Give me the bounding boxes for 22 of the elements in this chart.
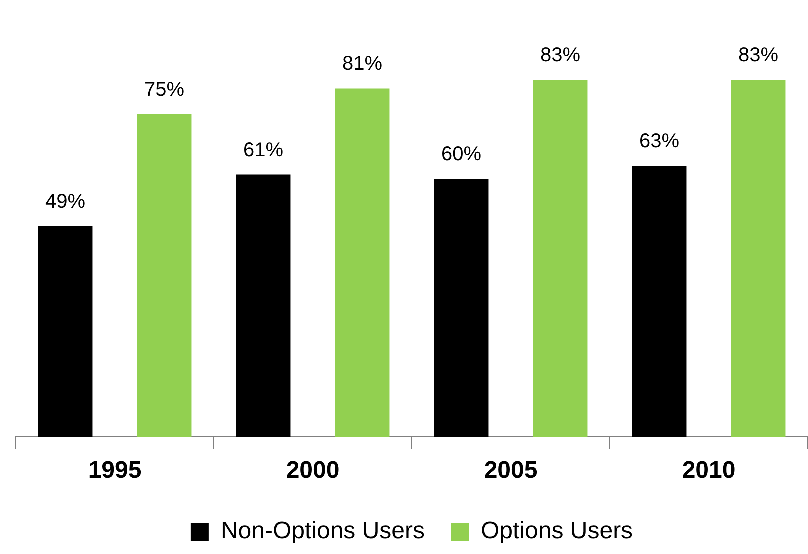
data-label: 60% <box>441 144 482 166</box>
x-tick-label: 1995 <box>88 457 142 484</box>
bar <box>731 80 786 438</box>
x-tick-label: 2000 <box>286 457 340 484</box>
legend-label: Options Users <box>481 518 634 545</box>
bar <box>137 114 192 438</box>
bar <box>632 166 687 438</box>
bar <box>533 80 588 438</box>
bar <box>38 226 93 438</box>
data-label: 49% <box>45 190 86 213</box>
x-tick-label: 2005 <box>484 457 538 484</box>
data-label: 83% <box>738 44 779 67</box>
data-label: 63% <box>639 130 680 153</box>
x-tick-label: 2010 <box>682 457 736 484</box>
data-label: 81% <box>342 53 383 76</box>
data-label: 61% <box>243 139 284 162</box>
data-label: 83% <box>540 44 581 67</box>
data-label: 75% <box>144 79 185 102</box>
bar <box>236 174 291 438</box>
bar <box>434 179 489 438</box>
bar <box>335 88 390 438</box>
legend-label: Non-Options Users <box>220 518 426 545</box>
